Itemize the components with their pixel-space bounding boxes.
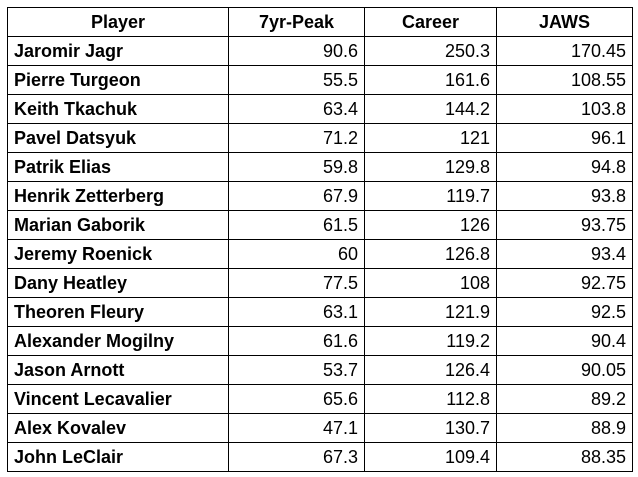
value-cell: 126.8 (364, 239, 497, 269)
value-cell: 121 (364, 123, 497, 153)
player-cell: Alexander Mogilny (7, 326, 229, 356)
table-row: Pavel Datsyuk 71.2 121 96.1 (7, 123, 633, 153)
table-row: Pierre Turgeon 55.5 161.6 108.55 (7, 65, 633, 95)
table-row: Henrik Zetterberg 67.9 119.7 93.8 (7, 181, 633, 211)
table-row: Theoren Fleury 63.1 121.9 92.5 (7, 297, 633, 327)
value-cell: 63.1 (228, 297, 365, 327)
value-cell: 61.5 (228, 210, 365, 240)
player-cell: Jaromir Jagr (7, 36, 229, 66)
value-cell: 93.8 (496, 181, 633, 211)
value-cell: 47.1 (228, 413, 365, 443)
value-cell: 90.6 (228, 36, 365, 66)
player-cell: Pierre Turgeon (7, 65, 229, 95)
table-row: Alexander Mogilny 61.6 119.2 90.4 (7, 326, 633, 356)
value-cell: 63.4 (228, 94, 365, 124)
value-cell: 53.7 (228, 355, 365, 385)
table-row: Jason Arnott 53.7 126.4 90.05 (7, 355, 633, 385)
table-row: Patrik Elias 59.8 129.8 94.8 (7, 152, 633, 182)
value-cell: 92.5 (496, 297, 633, 327)
player-cell: Marian Gaborik (7, 210, 229, 240)
player-cell: Dany Heatley (7, 268, 229, 298)
value-cell: 170.45 (496, 36, 633, 66)
value-cell: 108.55 (496, 65, 633, 95)
player-cell: Patrik Elias (7, 152, 229, 182)
player-cell: Jason Arnott (7, 355, 229, 385)
header-row: Player 7yr-Peak Career JAWS (7, 7, 633, 37)
value-cell: 77.5 (228, 268, 365, 298)
value-cell: 67.9 (228, 181, 365, 211)
player-cell: Vincent Lecavalier (7, 384, 229, 414)
player-cell: Alex Kovalev (7, 413, 229, 443)
value-cell: 96.1 (496, 123, 633, 153)
value-cell: 129.8 (364, 152, 497, 182)
player-cell: Theoren Fleury (7, 297, 229, 327)
table-row: John LeClair 67.3 109.4 88.35 (7, 442, 633, 472)
value-cell: 55.5 (228, 65, 365, 95)
header-cell: Career (364, 7, 497, 37)
value-cell: 126.4 (364, 355, 497, 385)
value-cell: 61.6 (228, 326, 365, 356)
value-cell: 94.8 (496, 152, 633, 182)
value-cell: 103.8 (496, 94, 633, 124)
value-cell: 161.6 (364, 65, 497, 95)
value-cell: 60 (228, 239, 365, 269)
table-row: Marian Gaborik 61.5 126 93.75 (7, 210, 633, 240)
table-row: Alex Kovalev 47.1 130.7 88.9 (7, 413, 633, 443)
player-cell: John LeClair (7, 442, 229, 472)
table-row: Jeremy Roenick 60 126.8 93.4 (7, 239, 633, 269)
value-cell: 93.75 (496, 210, 633, 240)
table-body: Jaromir Jagr 90.6 250.3 170.45 Pierre Turgeo… (7, 36, 633, 472)
value-cell: 67.3 (228, 442, 365, 472)
value-cell: 119.2 (364, 326, 497, 356)
player-cell: Keith Tkachuk (7, 94, 229, 124)
player-cell: Henrik Zetterberg (7, 181, 229, 211)
data-table: Player 7yr-Peak Career JAWS Jaromir Jagr 90.… (7, 7, 633, 472)
value-cell: 88.9 (496, 413, 633, 443)
value-cell: 130.7 (364, 413, 497, 443)
header-cell: Player (7, 7, 229, 37)
value-cell: 92.75 (496, 268, 633, 298)
value-cell: 88.35 (496, 442, 633, 472)
value-cell: 109.4 (364, 442, 497, 472)
value-cell: 59.8 (228, 152, 365, 182)
value-cell: 89.2 (496, 384, 633, 414)
player-cell: Pavel Datsyuk (7, 123, 229, 153)
value-cell: 90.05 (496, 355, 633, 385)
value-cell: 112.8 (364, 384, 497, 414)
value-cell: 108 (364, 268, 497, 298)
value-cell: 119.7 (364, 181, 497, 211)
table-row: Jaromir Jagr 90.6 250.3 170.45 (7, 36, 633, 66)
value-cell: 126 (364, 210, 497, 240)
table-row: Vincent Lecavalier 65.6 112.8 89.2 (7, 384, 633, 414)
table-row: Keith Tkachuk 63.4 144.2 103.8 (7, 94, 633, 124)
value-cell: 90.4 (496, 326, 633, 356)
header-cell: JAWS (496, 7, 633, 37)
table-row: Dany Heatley 77.5 108 92.75 (7, 268, 633, 298)
value-cell: 121.9 (364, 297, 497, 327)
value-cell: 71.2 (228, 123, 365, 153)
value-cell: 65.6 (228, 384, 365, 414)
value-cell: 144.2 (364, 94, 497, 124)
value-cell: 93.4 (496, 239, 633, 269)
value-cell: 250.3 (364, 36, 497, 66)
player-cell: Jeremy Roenick (7, 239, 229, 269)
header-cell: 7yr-Peak (228, 7, 365, 37)
